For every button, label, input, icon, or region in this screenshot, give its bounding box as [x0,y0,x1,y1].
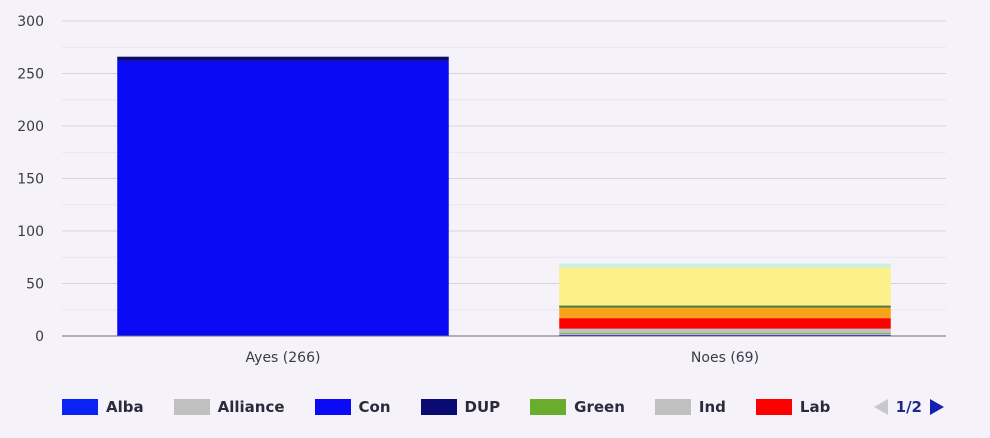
bar-segment [559,318,891,329]
legend-swatch [173,399,210,415]
legend-label: DUP [464,398,501,416]
bar-segment [559,334,891,336]
legend-pager: 1/2 [872,396,946,418]
y-tick-label: 300 [17,14,44,30]
bar-segment [559,333,891,335]
triangle-right-icon[interactable] [928,398,946,416]
bar-segment [117,60,449,337]
legend-item-green[interactable]: Green [530,398,625,416]
legend-swatch [420,399,457,415]
legend-item-dup[interactable]: DUP [420,398,501,416]
legend-item-ind[interactable]: Ind [654,398,726,416]
legend-label: Lab [799,398,831,416]
legend-label: Alliance [217,398,285,416]
legend-item-lab[interactable]: Lab [755,398,831,416]
stacked-bar-chart: 0 50 100 150 200 250 300 Ayes (266) Noes (69) [17,14,946,366]
y-tick-label: 250 [17,67,44,83]
bar-segment [559,263,891,268]
legend-swatch [654,399,691,415]
bar-segment [559,267,891,306]
y-tick-label: 100 [17,224,44,240]
bar-segment [559,307,891,319]
y-tick-label: 0 [35,329,44,345]
y-tick-label: 50 [26,277,44,293]
legend-item-con[interactable]: Con [314,398,391,416]
legend-item-alliance[interactable]: Alliance [173,398,285,416]
legend: Alba Alliance Con DUP Green Ind Lab [62,396,860,418]
bar-segment [559,305,891,308]
x-tick-label: Noes (69) [691,350,759,366]
y-tick-label: 150 [17,172,44,188]
triangle-left-icon[interactable] [872,398,890,416]
legend-swatch [62,399,98,415]
legend-swatch [314,399,351,415]
bar-segment [117,56,449,61]
legend-label: Con [358,398,391,416]
legend-swatch [755,399,792,415]
x-tick-label: Ayes (266) [246,350,321,366]
y-tick-label: 200 [17,119,44,135]
bar-segment [559,328,891,333]
legend-label: Alba [106,398,144,416]
legend-item-alba[interactable]: Alba [62,398,144,416]
bar-segment [559,332,891,334]
legend-label: Ind [698,398,726,416]
legend-page-indicator: 1/2 [895,398,922,416]
legend-swatch [530,399,567,415]
legend-label: Green [574,398,625,416]
